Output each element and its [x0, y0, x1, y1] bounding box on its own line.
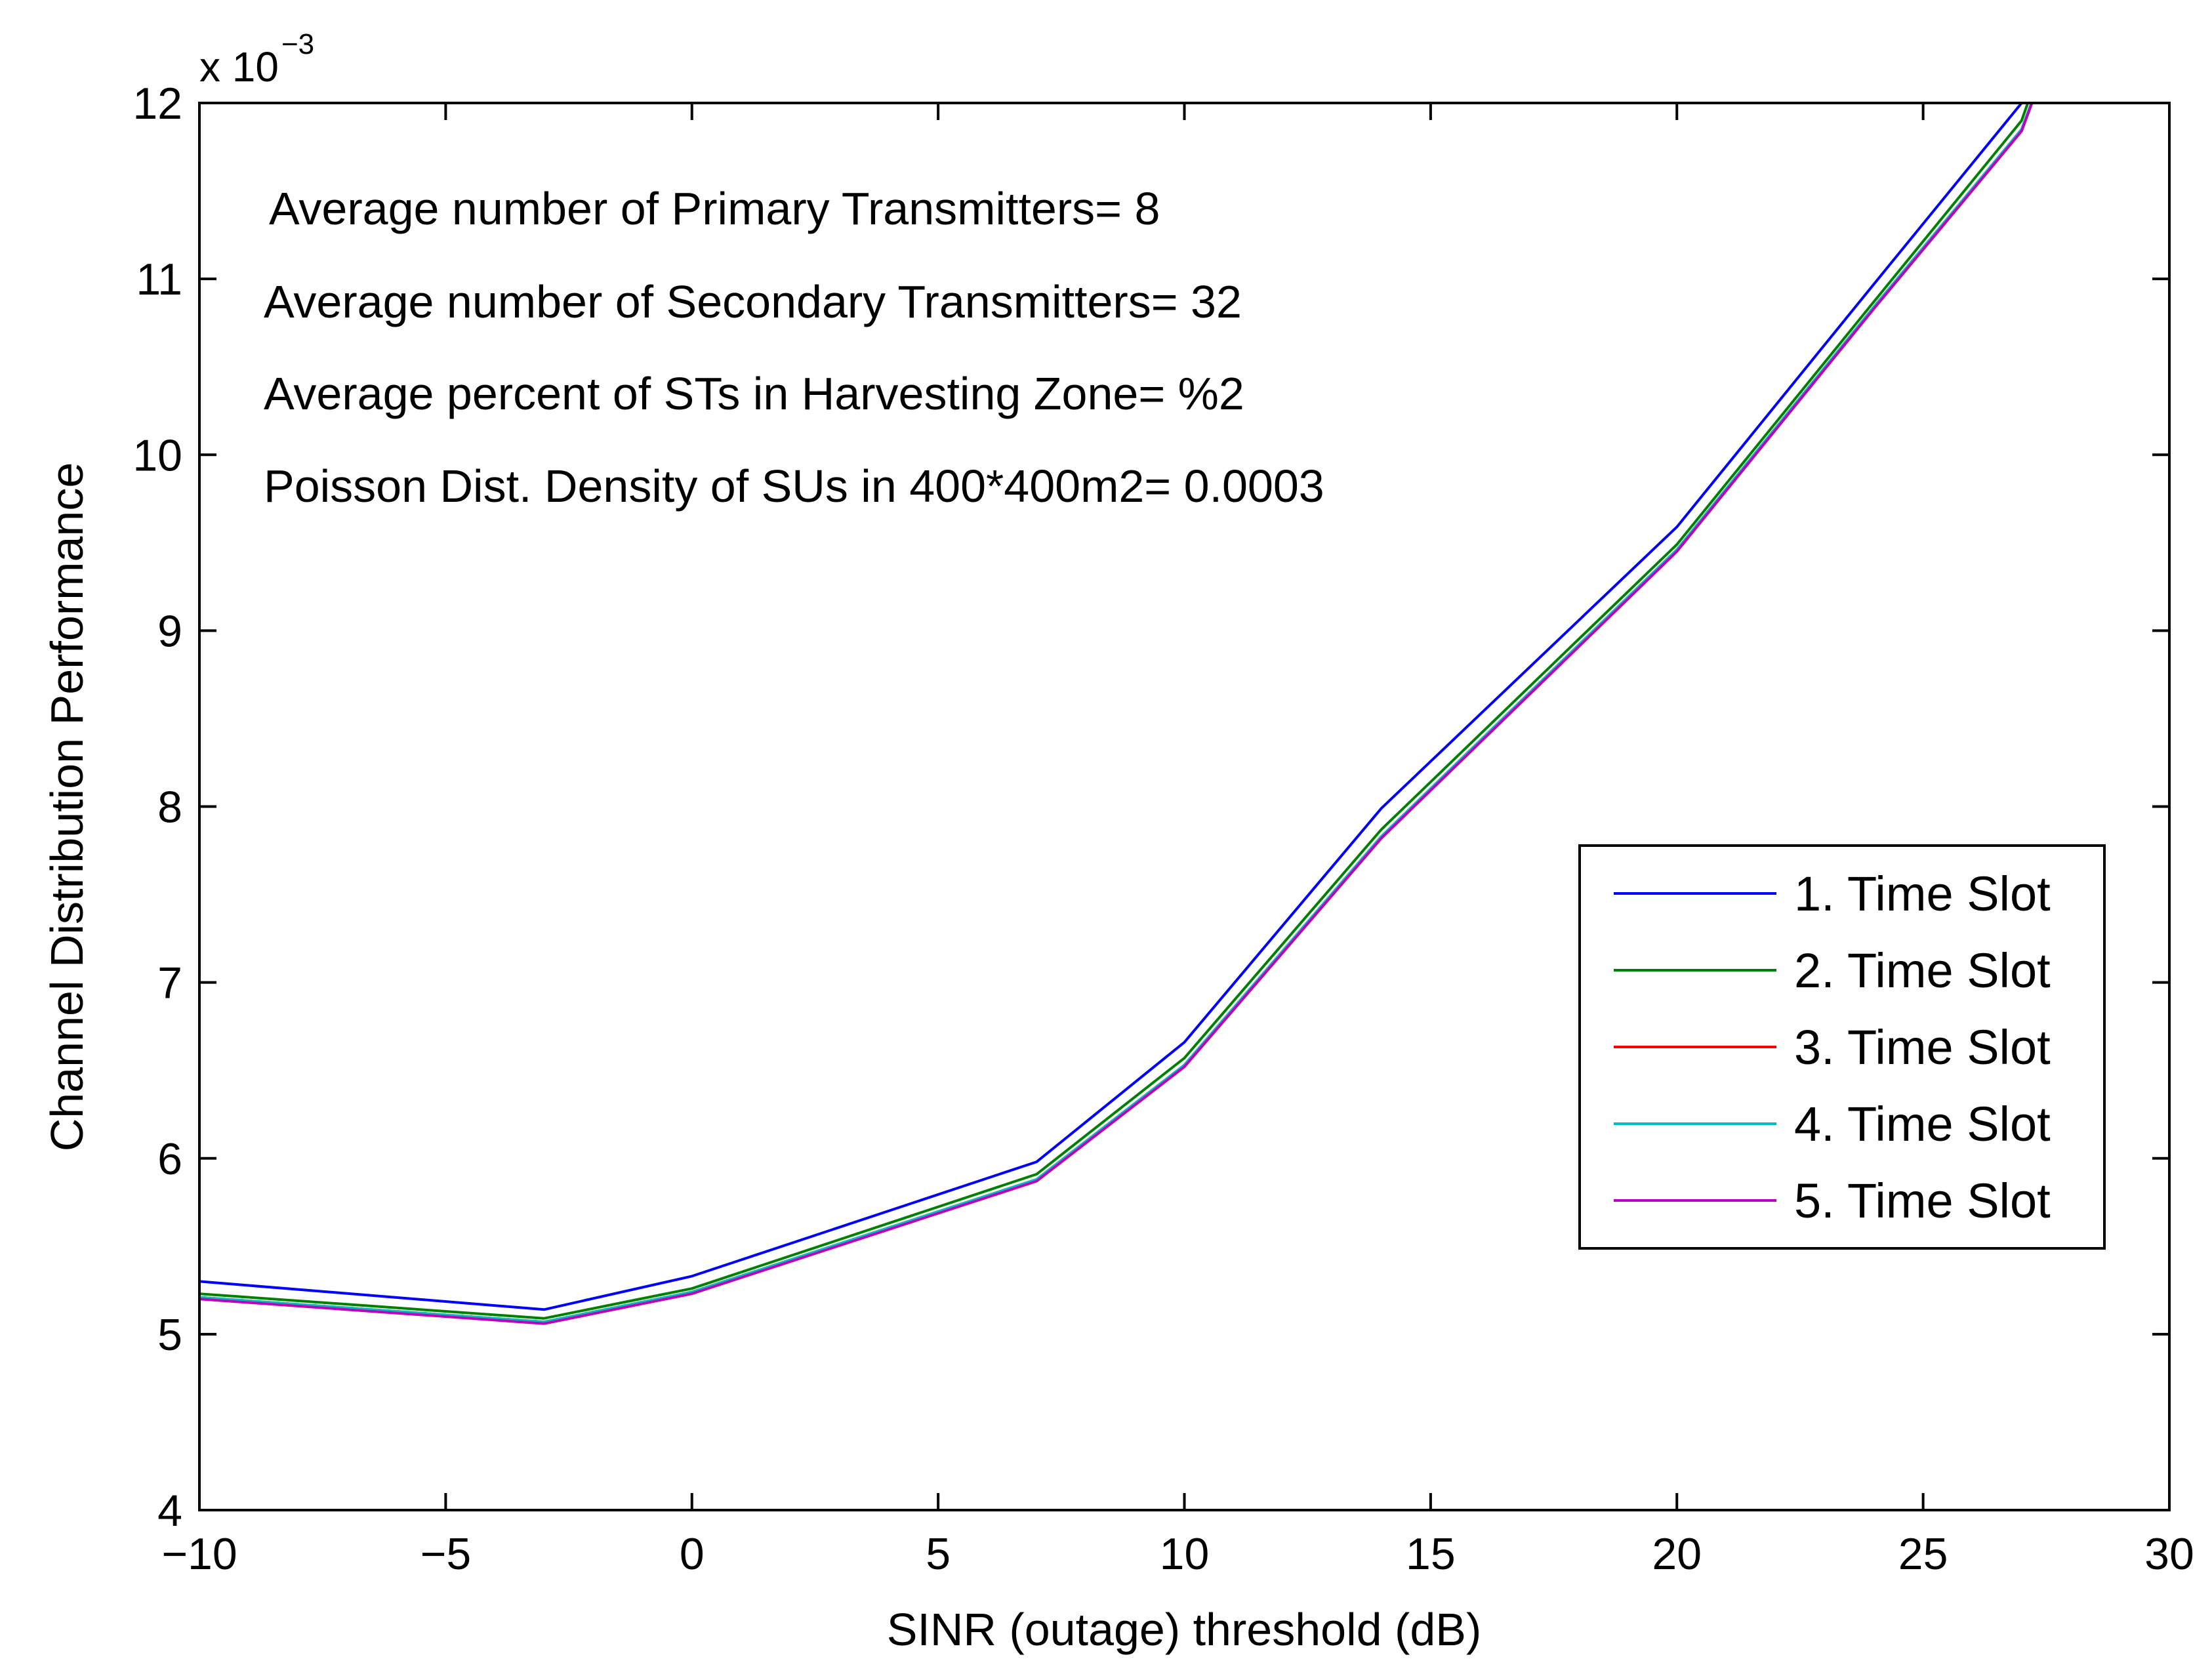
- y-tick-label: 9: [157, 606, 182, 656]
- y-tick-labels: 4 5 6 7 8 9 10 11 12: [133, 79, 182, 1536]
- x-tick-label: −10: [161, 1529, 237, 1579]
- series-line-5: [199, 103, 2034, 1325]
- y-multiplier-exponent: −3: [281, 28, 314, 60]
- x-tick-label: 20: [1652, 1529, 1702, 1579]
- series-layer: [199, 103, 2034, 1325]
- y-tick-label: 8: [157, 783, 182, 832]
- annotation-secondary-transmitters: Average number of Secondary Transmitters…: [264, 276, 1242, 327]
- x-axis-label: SINR (outage) threshold (dB): [887, 1604, 1482, 1655]
- legend: 1. Time Slot 2. Time Slot 3. Time Slot 4…: [1578, 844, 2106, 1250]
- y-tick-label: 5: [157, 1310, 182, 1360]
- legend-label-2: 2. Time Slot: [1794, 943, 2051, 998]
- ticks-layer: [198, 102, 2171, 1511]
- y-tick-label: 6: [157, 1134, 182, 1184]
- x-tick-label: 10: [1160, 1529, 1210, 1579]
- x-tick-label: 0: [680, 1529, 705, 1579]
- series-line-2: [199, 103, 2030, 1320]
- annotation-primary-transmitters: Average number of Primary Transmitters= …: [269, 183, 1160, 234]
- y-multiplier-base: x 10: [199, 43, 279, 91]
- y-tick-label: 11: [136, 255, 182, 304]
- legend-label-3: 3. Time Slot: [1794, 1020, 2051, 1075]
- series-line-1: [199, 103, 2023, 1311]
- x-tick-label: 30: [2144, 1529, 2194, 1579]
- x-tick-label: 5: [926, 1529, 951, 1579]
- x-tick-label: 25: [1898, 1529, 1948, 1579]
- annotation-poisson-density: Poisson Dist. Density of SUs in 400*400m…: [264, 461, 1324, 512]
- y-tick-label: 7: [157, 958, 182, 1008]
- y-tick-label: 12: [133, 79, 182, 129]
- y-multiplier: x 10−3: [199, 28, 314, 91]
- x-tick-label: 15: [1406, 1529, 1456, 1579]
- y-axis-label: Channel Distribution Performance: [41, 462, 92, 1152]
- x-tick-label: −5: [420, 1529, 472, 1579]
- x-tick-labels: −10 −5 0 5 10 15 20 25 30: [161, 1529, 2194, 1579]
- annotation-harvesting-zone: Average percent of STs in Harvesting Zon…: [264, 368, 1244, 419]
- legend-label-4: 4. Time Slot: [1794, 1097, 2051, 1151]
- legend-label-1: 1. Time Slot: [1794, 867, 2051, 921]
- legend-label-5: 5. Time Slot: [1794, 1174, 2051, 1228]
- y-tick-label: 4: [157, 1486, 182, 1536]
- y-tick-label: 10: [133, 430, 182, 480]
